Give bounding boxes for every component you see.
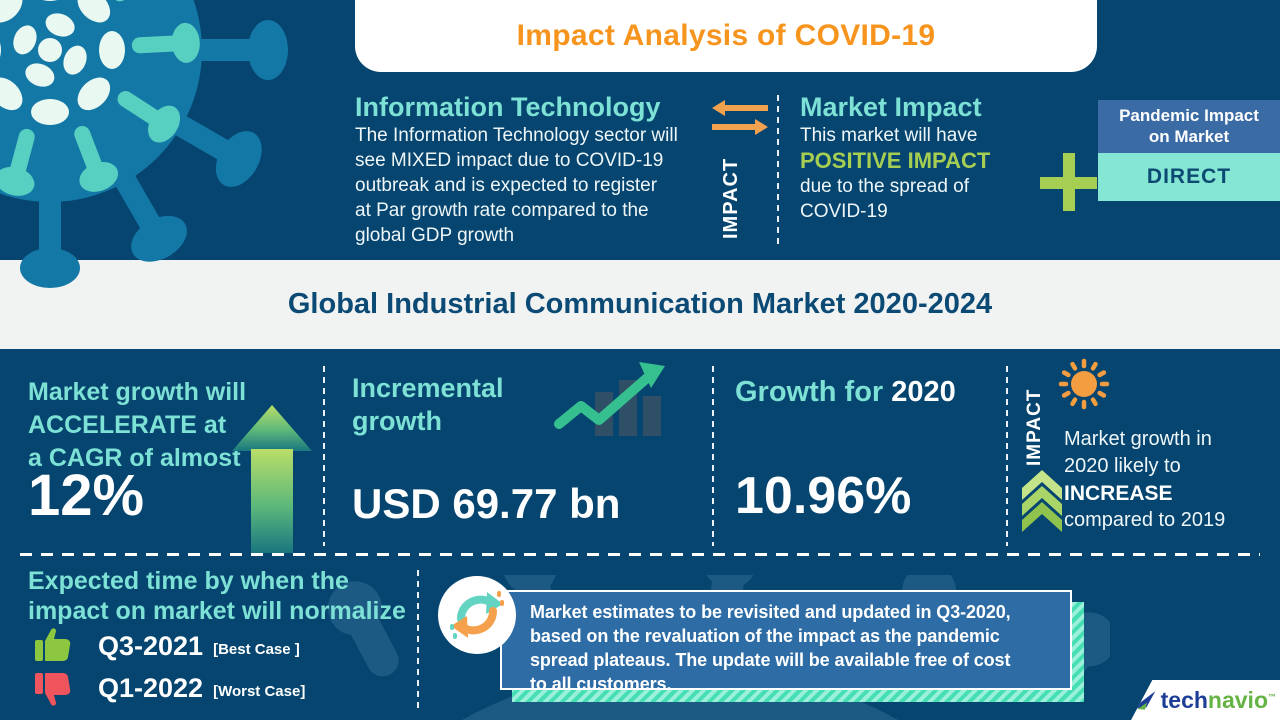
cagr-heading: Market growth will ACCELERATE at a CAGR … (28, 378, 247, 472)
coronavirus-illustration (0, 0, 288, 288)
best-case-value: Q3-2021 (98, 630, 204, 661)
increase-highlight: INCREASE (1064, 482, 1173, 505)
sector-body-line: The Information Technology sector will (355, 125, 678, 146)
pandemic-badge-title: Pandemic Impact on Market (1098, 100, 1280, 153)
positive-impact-highlight: POSITIVE IMPACT (800, 148, 991, 173)
market-impact-heading: Market Impact (800, 92, 982, 122)
normalize-heading: Expected time by when the impact on mark… (28, 567, 406, 625)
market-impact-line: This market will have (800, 125, 978, 146)
increase-chevrons-icon (1022, 470, 1062, 532)
pandemic-impact-badge: Pandemic Impact on Market DIRECT (1098, 100, 1280, 201)
impact-arrows-icon (712, 100, 768, 135)
sector-body-line: see MIXED impact due to COVID-19 (355, 150, 664, 171)
best-case-label: [Best Case ] (213, 640, 300, 658)
best-case-row: Q3-2021 [Best Case ] (34, 628, 300, 664)
horizontal-divider (20, 553, 1260, 556)
trend-chart-icon (554, 362, 665, 436)
vertical-divider (712, 366, 714, 546)
worst-case-value: Q1-2022 (98, 672, 204, 703)
thumbs-down-icon (35, 673, 71, 706)
impact-vertical-label: IMPACT (1024, 388, 1045, 466)
incremental-growth-heading: Incremental growth (352, 373, 504, 436)
sector-section: Information Technology The Information T… (355, 92, 678, 248)
sector-body-line: outbreak and is expected to register (355, 175, 658, 196)
cagr-value: 12% (28, 463, 145, 528)
note-box: Market estimates to be revisited and upd… (500, 590, 1072, 694)
technavio-logo: technavio™ (1131, 680, 1280, 720)
incremental-growth-value: USD 69.77 bn (352, 480, 621, 527)
vertical-divider (323, 366, 325, 546)
technavio-arrow-icon (1131, 691, 1155, 710)
banner: Impact Analysis of COVID-19 (355, 0, 1097, 72)
market-impact-line: COVID-19 (800, 201, 888, 222)
growth-2020-heading: Growth for 2020 (735, 376, 956, 408)
worst-case-label: [Worst Case] (213, 682, 306, 700)
pandemic-badge-value: DIRECT (1098, 153, 1280, 201)
vertical-divider (417, 570, 419, 712)
note-text: Market estimates to be revisited and upd… (530, 602, 1011, 694)
impact-vertical-label: IMPACT (720, 157, 742, 239)
market-title: Global Industrial Communication Market 2… (287, 288, 993, 320)
impact-2020-text: Market growth in 2020 likely to INCREASE… (1064, 428, 1226, 531)
vertical-divider (777, 95, 779, 245)
banner-title: Impact Analysis of COVID-19 (516, 19, 936, 52)
worst-case-row: Q1-2022 [Worst Case] (34, 670, 305, 706)
sector-heading: Information Technology (355, 92, 661, 122)
market-impact-section: Market Impact This market will have POSI… (800, 92, 990, 224)
sector-body-line: at Par growth rate compared to the (355, 200, 649, 221)
virus-icon (1056, 356, 1112, 412)
sector-body-line: global GDP growth (355, 225, 515, 246)
growth-up-arrow-icon (232, 405, 312, 553)
vertical-divider (1006, 366, 1008, 546)
thumbs-up-icon (35, 628, 71, 661)
market-impact-line: due to the spread of (800, 176, 970, 197)
market-title-band: Global Industrial Communication Market 2… (0, 260, 1280, 349)
refresh-icon (438, 576, 516, 654)
plus-icon (1040, 153, 1097, 211)
logo-wordmark: technavio™ (1160, 686, 1276, 713)
growth-2020-value: 10.96% (735, 467, 912, 525)
